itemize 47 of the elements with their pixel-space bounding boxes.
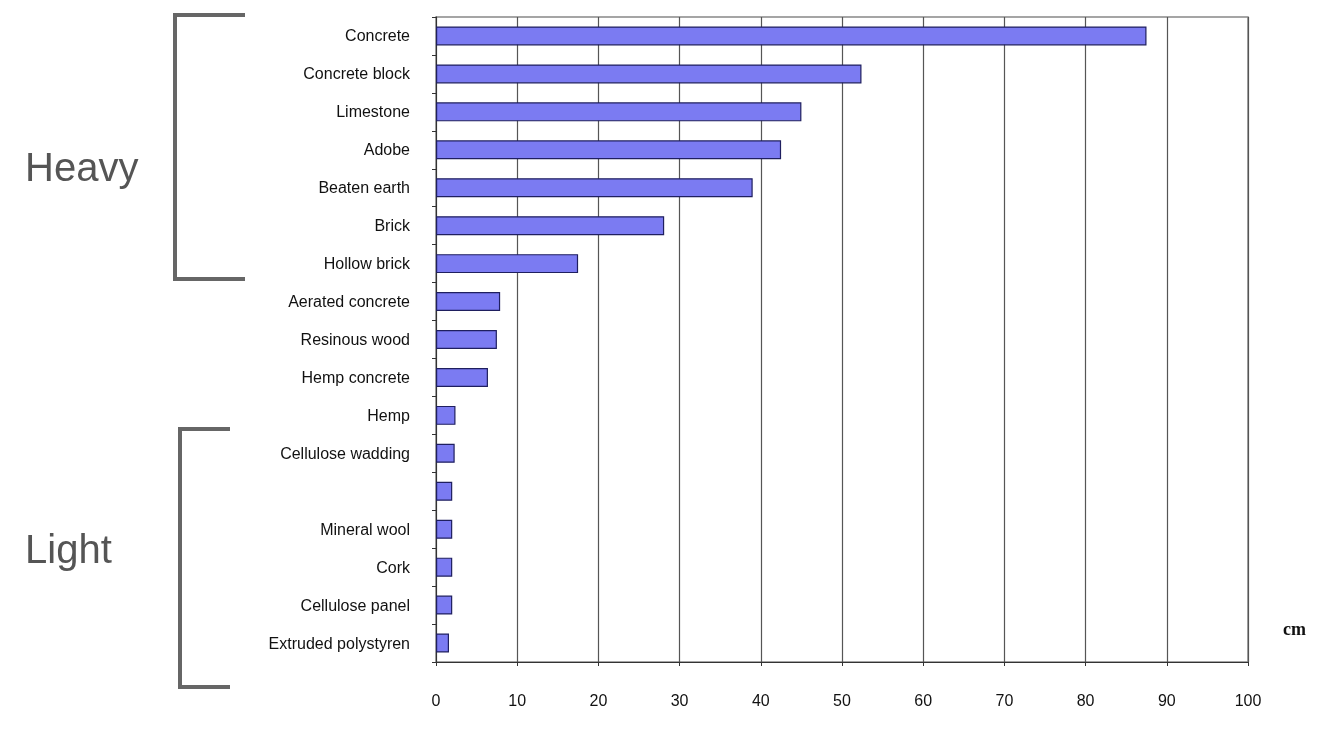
bar	[436, 405, 456, 425]
y-tick-label: Cellulose panel	[300, 596, 410, 614]
y-tick-label: Cellulose wadding	[280, 444, 410, 462]
x-tick-label: 10	[508, 691, 527, 709]
x-tick-label: 20	[589, 691, 608, 709]
bar	[436, 292, 501, 312]
bar	[436, 481, 453, 501]
bar	[436, 633, 449, 653]
x-tick-label: 50	[833, 691, 851, 709]
y-tick-label: Mineral wool	[320, 520, 410, 538]
bar	[436, 178, 753, 198]
bar	[436, 140, 782, 160]
text: Light	[25, 527, 112, 572]
y-tick-label: Cork	[376, 558, 411, 576]
bar	[436, 26, 1147, 46]
bar	[436, 330, 497, 349]
bar	[436, 367, 488, 387]
y-tick-label: Resinous wood	[300, 331, 410, 348]
y-tick-label: Extruded polystyren	[268, 634, 410, 652]
bar	[436, 443, 455, 463]
y-tick-label: Hemp concrete	[301, 368, 411, 386]
y-tick-label: Concrete block	[303, 65, 411, 83]
y-tick-label: Adobe	[363, 141, 411, 159]
x-tick-label: 30	[670, 691, 689, 709]
bar	[436, 557, 453, 577]
x-tick-label: 40	[751, 691, 770, 709]
y-tick-label: Hollow brick	[323, 255, 411, 273]
bar	[436, 216, 665, 236]
y-tick-label: Concrete	[345, 27, 411, 45]
x-tick-label: 90	[1157, 691, 1176, 709]
y-tick-label: Aerated concrete	[288, 293, 411, 311]
x-tick-label: 80	[1076, 691, 1095, 709]
y-tick-label: Limestone	[336, 103, 411, 121]
y-tick-label: Brick	[374, 217, 411, 235]
bar	[436, 595, 453, 615]
bar	[436, 102, 802, 122]
text: Heavy	[25, 144, 139, 189]
x-tick-label: 70	[995, 691, 1014, 709]
bar	[436, 519, 453, 539]
x-tick-label: 60	[914, 691, 933, 709]
bar	[436, 254, 579, 274]
x-tick-label: 100	[1234, 691, 1262, 709]
bar	[436, 64, 862, 84]
x-axis-title: cm	[1283, 619, 1307, 639]
x-tick-label: 0	[431, 691, 441, 709]
y-tick-label: Beaten earth	[318, 179, 410, 197]
y-tick-label: Hemp	[367, 406, 411, 424]
